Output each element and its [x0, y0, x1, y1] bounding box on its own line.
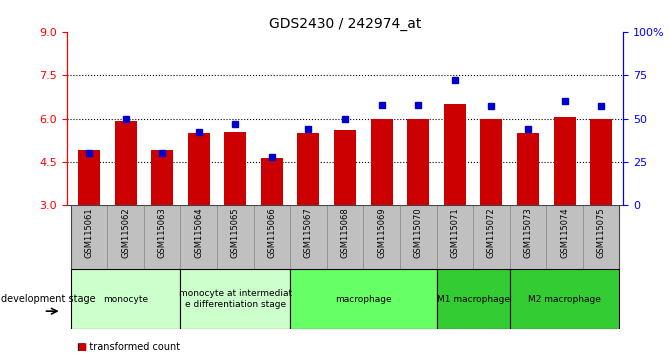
Bar: [400, 205, 437, 269]
Bar: [188, 133, 210, 205]
Text: monocyte: monocyte: [103, 295, 148, 304]
Bar: [224, 132, 247, 205]
Text: GSM115069: GSM115069: [377, 207, 386, 258]
Bar: [261, 158, 283, 205]
Text: GSM115070: GSM115070: [413, 207, 423, 258]
Bar: [583, 205, 620, 269]
Text: GSM115063: GSM115063: [157, 207, 167, 258]
Bar: [510, 205, 546, 269]
Bar: [553, 117, 576, 205]
Text: macrophage: macrophage: [335, 295, 392, 304]
Bar: [290, 269, 437, 329]
Bar: [334, 130, 356, 205]
Bar: [327, 205, 363, 269]
Text: GSM115061: GSM115061: [84, 207, 93, 258]
Text: M1 macrophage: M1 macrophage: [437, 295, 510, 304]
Bar: [70, 269, 180, 329]
Bar: [510, 269, 620, 329]
Bar: [437, 205, 473, 269]
Bar: [78, 150, 100, 205]
Bar: [473, 205, 510, 269]
Text: ■ transformed count: ■ transformed count: [77, 342, 180, 352]
Text: GSM115074: GSM115074: [560, 207, 569, 258]
Bar: [546, 205, 583, 269]
Text: GSM115066: GSM115066: [267, 207, 277, 258]
Bar: [144, 205, 180, 269]
Text: GSM115073: GSM115073: [523, 207, 533, 258]
Bar: [480, 119, 502, 205]
Bar: [180, 205, 217, 269]
Text: GSM115075: GSM115075: [597, 207, 606, 258]
Bar: [517, 133, 539, 205]
Text: development stage: development stage: [1, 294, 95, 304]
Title: GDS2430 / 242974_at: GDS2430 / 242974_at: [269, 17, 421, 31]
Text: monocyte at intermediat
e differentiation stage: monocyte at intermediat e differentiatio…: [179, 290, 292, 309]
Bar: [363, 205, 400, 269]
Text: M2 macrophage: M2 macrophage: [528, 295, 601, 304]
Bar: [115, 121, 137, 205]
Bar: [107, 205, 144, 269]
Bar: [437, 269, 510, 329]
Text: GSM115064: GSM115064: [194, 207, 203, 258]
Text: GSM115062: GSM115062: [121, 207, 130, 258]
Bar: [217, 205, 253, 269]
Text: GSM115068: GSM115068: [340, 207, 350, 258]
Text: ■: ■: [77, 342, 86, 352]
Text: GSM115065: GSM115065: [230, 207, 240, 258]
Bar: [151, 150, 173, 205]
Bar: [180, 269, 290, 329]
Bar: [407, 119, 429, 205]
Text: GSM115071: GSM115071: [450, 207, 460, 258]
Bar: [297, 133, 320, 205]
Text: GSM115072: GSM115072: [487, 207, 496, 258]
Text: GSM115067: GSM115067: [304, 207, 313, 258]
Bar: [70, 205, 107, 269]
Bar: [290, 205, 327, 269]
Bar: [444, 104, 466, 205]
Bar: [590, 119, 612, 205]
Bar: [371, 119, 393, 205]
Bar: [253, 205, 290, 269]
